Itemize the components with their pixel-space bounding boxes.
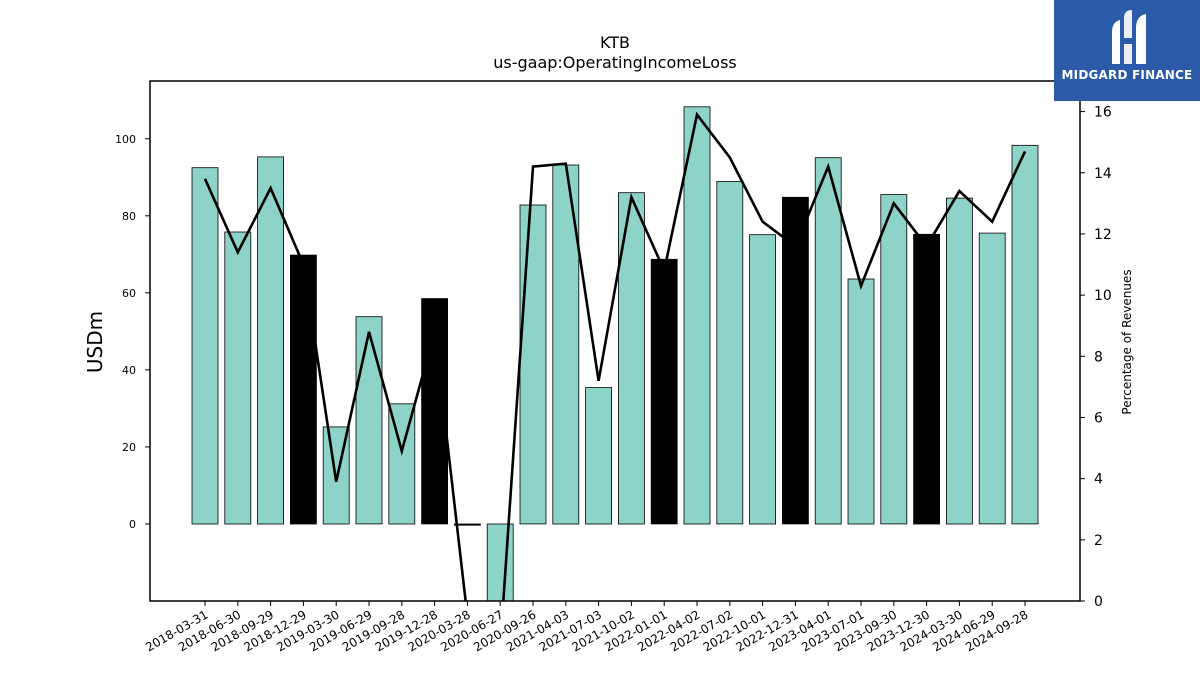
bar-2018-09-29 bbox=[257, 156, 285, 525]
bar-2018-06-30 bbox=[224, 231, 252, 525]
y2-tick-label: 16 bbox=[1094, 105, 1112, 121]
bars-group bbox=[191, 106, 1039, 601]
y2-tick-label: 0 bbox=[1094, 594, 1103, 610]
y2-axis-label: Percentage of Revenues bbox=[1120, 269, 1134, 414]
y2-tick-label: 14 bbox=[1094, 166, 1112, 182]
bar-2023-07-01 bbox=[847, 278, 875, 525]
bar-2024-09-28 bbox=[1011, 144, 1039, 525]
line-series bbox=[203, 111, 1027, 601]
y-tick-label: 40 bbox=[122, 364, 136, 377]
y2-tick-label: 8 bbox=[1094, 349, 1103, 365]
plot-frame bbox=[149, 80, 1081, 602]
bar-2023-04-01 bbox=[814, 157, 842, 525]
bar-2022-07-02 bbox=[716, 181, 744, 525]
logo-mark-icon bbox=[1112, 10, 1146, 64]
y2-tick-label: 10 bbox=[1094, 288, 1112, 304]
bar-2018-03-31 bbox=[191, 167, 219, 525]
bar-2018-12-29 bbox=[289, 254, 317, 525]
bar-2021-07-03 bbox=[585, 387, 612, 525]
y-tick-label: 100 bbox=[115, 133, 136, 146]
bar-2024-06-29 bbox=[978, 232, 1006, 525]
y-tick-label: 20 bbox=[122, 441, 136, 454]
bar-2020-03-28 bbox=[453, 523, 481, 526]
y2-tick-label: 12 bbox=[1094, 227, 1112, 243]
bar-2022-04-02 bbox=[683, 106, 711, 525]
bar-2022-10-01 bbox=[749, 234, 776, 525]
chart-title: KTB bbox=[600, 33, 630, 52]
chart-subtitle: us-gaap:OperatingIncomeLoss bbox=[493, 53, 737, 72]
y-axis-label: USDm bbox=[83, 311, 107, 373]
y-tick-label: 0 bbox=[129, 518, 136, 531]
bar-2022-12-31 bbox=[782, 196, 809, 525]
brand-logo: MIDGARD FINANCE bbox=[1054, 0, 1200, 101]
bar-2023-12-30 bbox=[913, 233, 940, 525]
y2-tick-label: 2 bbox=[1094, 533, 1103, 549]
logo-text: MIDGARD FINANCE bbox=[1061, 68, 1193, 82]
y2-tick-label: 4 bbox=[1094, 472, 1103, 488]
y-tick-label: 80 bbox=[122, 210, 136, 223]
bar-2022-01-01 bbox=[650, 258, 678, 525]
bar-2019-06-29 bbox=[355, 316, 383, 525]
bar-2023-09-30 bbox=[880, 194, 908, 525]
line-group bbox=[203, 111, 1027, 601]
bar-2024-03-30 bbox=[946, 197, 973, 525]
y2-tick-label: 6 bbox=[1094, 410, 1103, 426]
y-tick-label: 60 bbox=[122, 287, 136, 300]
bar-2020-09-26 bbox=[519, 204, 547, 525]
